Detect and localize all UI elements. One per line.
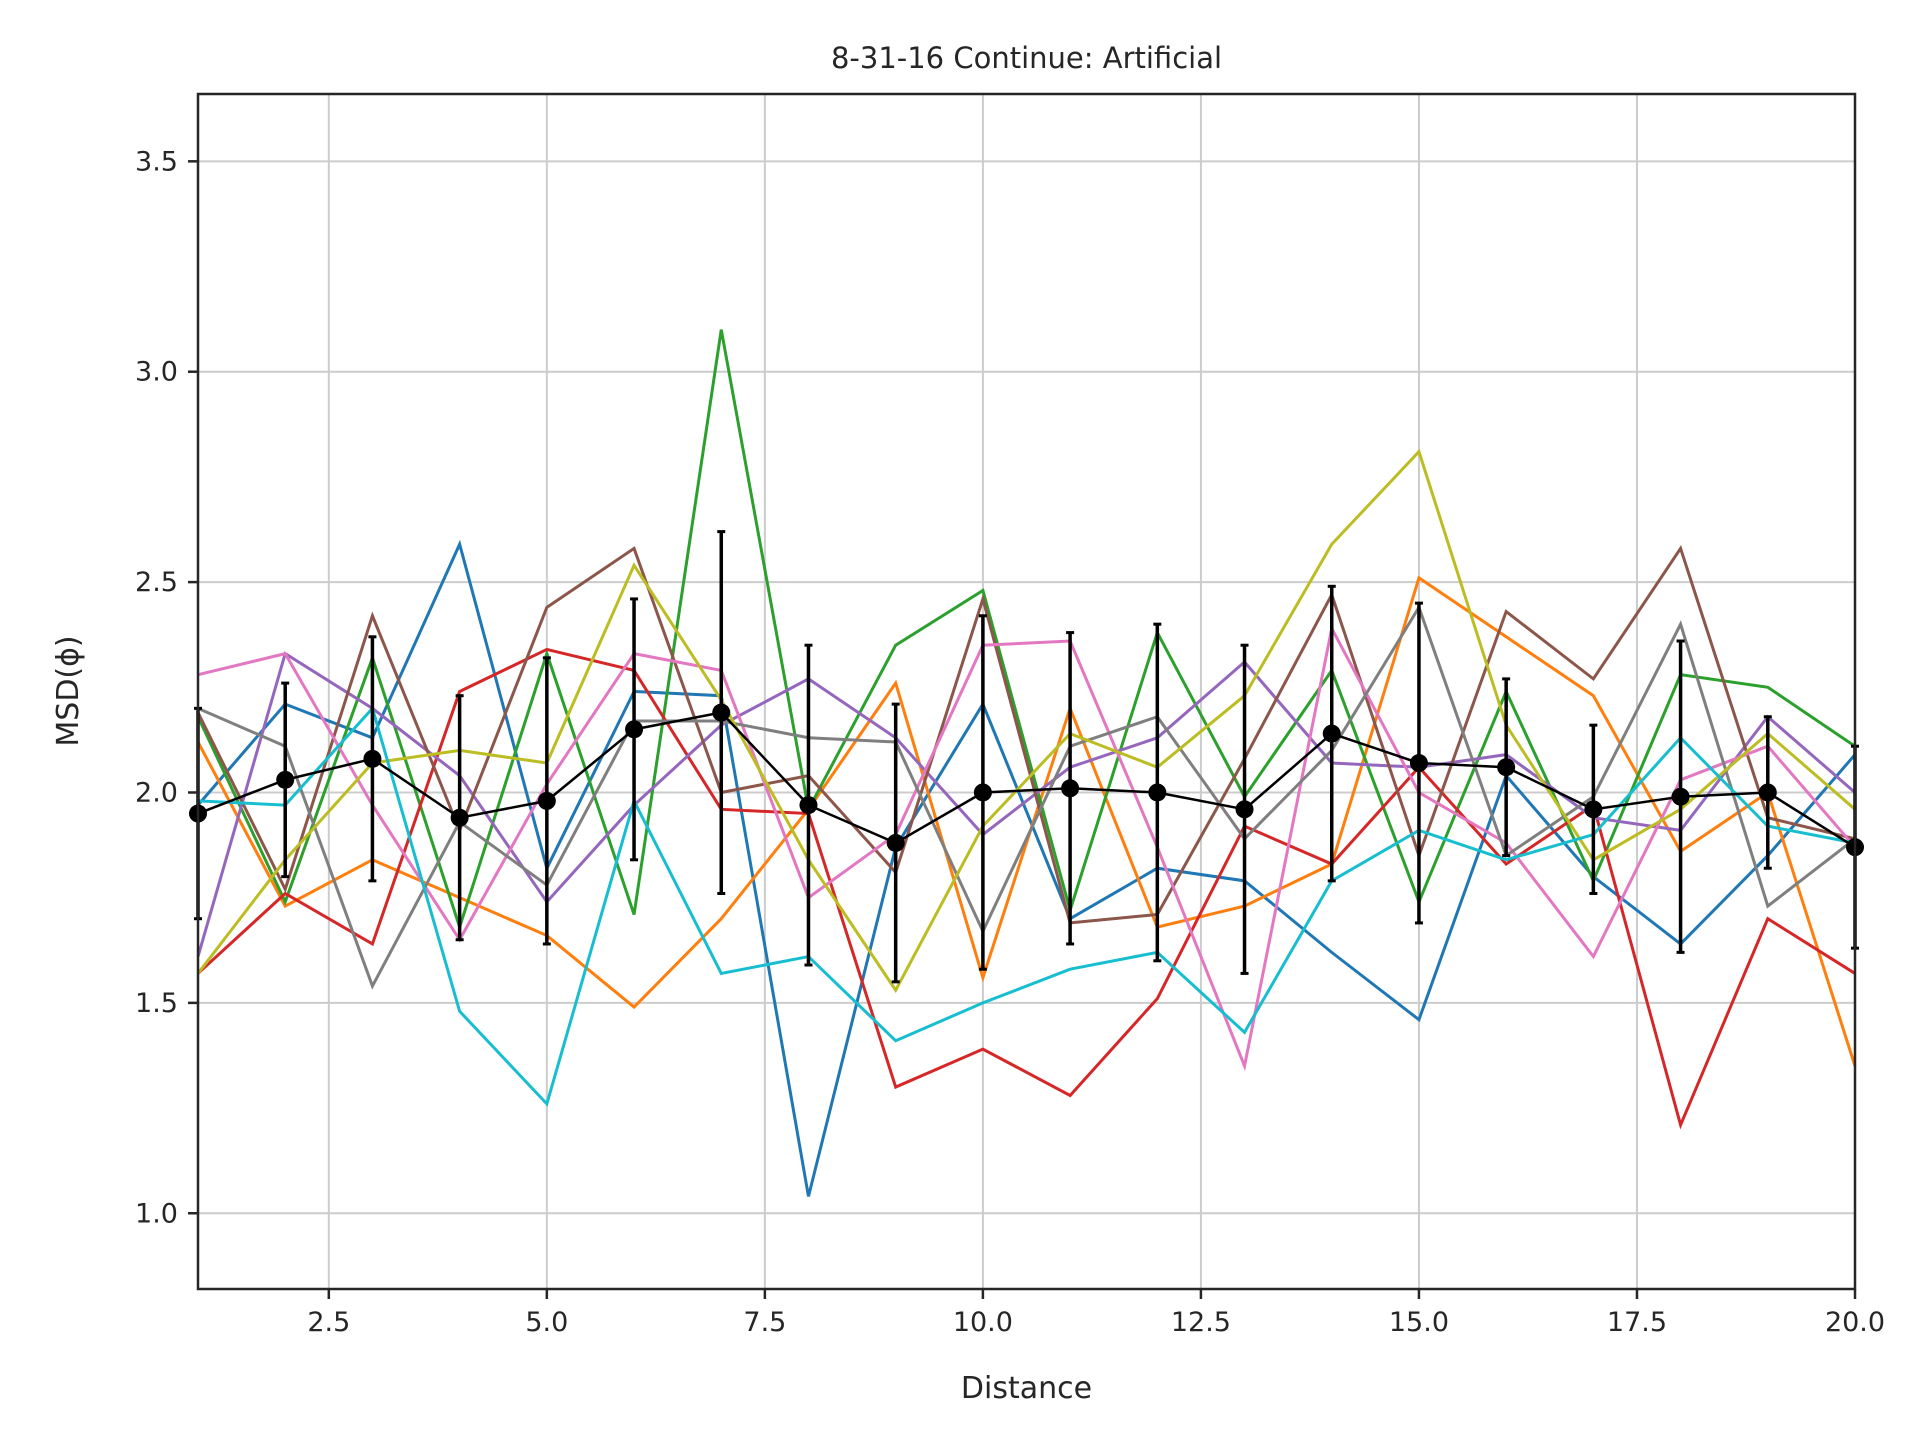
series-line-8 xyxy=(197,603,1856,990)
mean-point xyxy=(1061,779,1080,798)
x-tick-label: 20.0 xyxy=(1825,1307,1885,1338)
x-tick-label: 17.5 xyxy=(1607,1307,1667,1338)
series-line-3 xyxy=(196,329,1856,933)
mean-point xyxy=(712,703,731,722)
x-tick-label: 5.0 xyxy=(525,1307,568,1338)
x-tick-label: 7.5 xyxy=(743,1307,786,1338)
series-line-1 xyxy=(196,539,1857,1197)
mean-point xyxy=(1148,783,1167,802)
x-axis-label: Distance xyxy=(961,1371,1092,1406)
y-tick-label: 3.5 xyxy=(135,146,178,177)
plot-frame xyxy=(196,92,1857,1291)
mean-point xyxy=(1671,787,1690,806)
mean-point xyxy=(1409,754,1428,773)
chart-title: 8-31-16 Continue: Artificial xyxy=(831,41,1222,75)
series-line-10 xyxy=(197,705,1856,1107)
series-lines xyxy=(196,329,1857,1197)
mean-line xyxy=(197,711,1856,849)
mean-point xyxy=(1235,800,1254,819)
mean-point xyxy=(625,720,644,739)
x-tick-label: 12.5 xyxy=(1171,1307,1231,1338)
mean-point xyxy=(1322,724,1341,743)
mean-point xyxy=(537,791,556,810)
series-line-2 xyxy=(196,575,1857,1067)
mean-point xyxy=(1497,758,1516,777)
series-line-6 xyxy=(196,545,1856,925)
mean-point xyxy=(1584,800,1603,819)
y-tick-label: 2.0 xyxy=(135,777,178,808)
series-line-4 xyxy=(196,647,1856,1130)
axis-ticks: 2.5 5.0 7.5 10.0 12.5 15.0 17.5 20.0 1.0 1.5 2.0 2.… xyxy=(135,146,1885,1338)
y-tick-label: 3.0 xyxy=(135,357,178,388)
mean-point xyxy=(886,833,905,852)
mean-point xyxy=(973,783,992,802)
y-tick-label: 1.5 xyxy=(135,988,178,1019)
mean-point xyxy=(799,796,818,815)
y-axis-label: MSD(ϕ) xyxy=(51,635,86,746)
y-tick-label: 2.5 xyxy=(135,567,178,598)
mean-point xyxy=(450,808,469,827)
mean-point xyxy=(1758,783,1777,802)
series-line-7 xyxy=(197,623,1857,1072)
mean-point xyxy=(276,770,295,789)
x-tick-label: 15.0 xyxy=(1389,1307,1449,1338)
y-tick-label: 1.0 xyxy=(135,1198,178,1229)
mean-point xyxy=(363,749,382,768)
x-tick-label: 10.0 xyxy=(953,1307,1013,1338)
x-tick-label: 2.5 xyxy=(307,1307,350,1338)
